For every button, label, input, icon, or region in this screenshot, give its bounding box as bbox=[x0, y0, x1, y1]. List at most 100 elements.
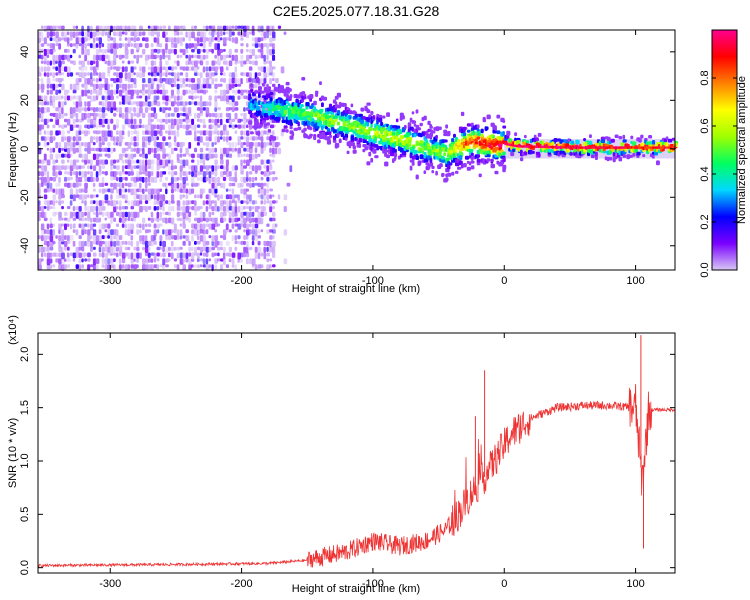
spectrogram-noise-cell bbox=[90, 31, 93, 39]
spectrogram-noise-cell bbox=[272, 159, 275, 163]
spectrogram-noise-cell bbox=[254, 136, 258, 141]
spectrogram-noise-cell bbox=[185, 171, 188, 179]
spectrogram-noise-cell bbox=[61, 229, 65, 236]
spectrogram-noise-cell bbox=[220, 200, 224, 207]
spectrogram-noise-cell bbox=[220, 240, 223, 247]
spectrogram-noise-cell bbox=[98, 78, 102, 82]
colorbar-tick-label: 0.0 bbox=[699, 262, 711, 277]
spectrogram-noise-cell bbox=[211, 176, 215, 183]
spectrogram-noise-cell bbox=[234, 194, 239, 199]
spectrogram-noise-cell bbox=[118, 136, 123, 143]
spectrogram-ridge-cell bbox=[606, 136, 611, 141]
spectrogram-noise-cell bbox=[162, 258, 166, 266]
spectrogram-noise-cell bbox=[136, 194, 140, 199]
spectrogram-noise-cell bbox=[46, 31, 50, 39]
spectrogram-noise-cell bbox=[118, 25, 123, 31]
spectrogram-noise-cell bbox=[55, 153, 59, 160]
spectrogram-ridge-cell bbox=[265, 122, 270, 126]
spectrogram-noise-cell bbox=[269, 66, 273, 74]
spectrogram-noise-cell bbox=[176, 206, 181, 211]
spectrogram-noise-cell bbox=[58, 182, 61, 187]
spectrogram-noise-cell bbox=[139, 194, 143, 201]
spectrogram-noise-cell bbox=[75, 229, 79, 236]
spectrogram-noise-cell bbox=[147, 130, 151, 136]
spectrogram-noise-cell bbox=[248, 153, 253, 161]
spectrogram-noise-cell bbox=[211, 60, 216, 66]
spectrogram-noise-cell bbox=[118, 107, 123, 114]
spectrogram-ridge-core bbox=[667, 146, 670, 149]
spectrogram-noise-cell bbox=[266, 229, 270, 234]
spectrogram-noise-cell bbox=[196, 159, 200, 166]
spectrogram-noise-cell bbox=[188, 89, 191, 94]
spectrogram-noise-cell bbox=[179, 194, 183, 200]
spectrogram-noise-cell bbox=[139, 95, 143, 99]
spectrogram-noise-cell bbox=[38, 217, 41, 222]
spectrogram-noise-cell bbox=[130, 229, 134, 235]
spectrogram-ridge-cell bbox=[336, 132, 340, 138]
spectrogram-noise-cell bbox=[124, 112, 129, 120]
spectrogram-noise-cell bbox=[274, 223, 278, 228]
spectrogram-noise-cell bbox=[170, 165, 174, 171]
spectrogram-ridge-cells bbox=[248, 76, 679, 183]
spectrogram-ridge-cell bbox=[250, 131, 254, 135]
spectrogram-noise-cell bbox=[156, 31, 160, 38]
spectrogram-noise-cell bbox=[153, 101, 157, 106]
spectrogram-noise-cell bbox=[127, 72, 131, 79]
spectrogram-noise-cell bbox=[182, 83, 186, 88]
spectrogram-noise-cell bbox=[234, 240, 238, 245]
spectrogram-noise-cell bbox=[127, 182, 132, 188]
spectrogram-noise-cell bbox=[95, 258, 100, 264]
spectrogram-noise-cell bbox=[225, 89, 230, 95]
spectrogram-noise-cell bbox=[121, 206, 126, 210]
spectrogram-noise-cell bbox=[92, 43, 96, 49]
spectrogram-noise-cell bbox=[248, 229, 252, 235]
spectrogram-noise-cell bbox=[118, 130, 123, 137]
spectrogram-noise-cell bbox=[40, 37, 44, 42]
spectrogram-noise-cell bbox=[121, 89, 125, 93]
spectrogram-noise-cell bbox=[188, 142, 192, 149]
spectrogram-noise-cell bbox=[162, 182, 166, 187]
spectrogram-noise-cell bbox=[228, 54, 232, 58]
spectrogram-noise-cell bbox=[246, 147, 250, 152]
spectrogram-noise-cell bbox=[64, 258, 67, 262]
spectrogram-noise-cell bbox=[243, 188, 247, 195]
spectrogram-ridge-cell bbox=[441, 173, 444, 178]
spectrogram-noise-cell bbox=[214, 43, 218, 51]
spectrogram-noise-cell bbox=[205, 252, 209, 258]
spectrogram-noise-cell bbox=[194, 171, 198, 178]
spectrogram-noise-cell bbox=[78, 147, 82, 154]
spectrogram-noise-cell bbox=[55, 83, 59, 89]
spectrogram-noise-cell bbox=[147, 147, 151, 155]
spectrogram-noise-cell bbox=[38, 118, 41, 123]
spectrogram-noise-cell bbox=[144, 54, 149, 61]
spectrogram-noise-cell bbox=[165, 142, 169, 146]
spectrogram-noise-cell bbox=[211, 37, 214, 42]
spectrogram-noise-cell bbox=[199, 194, 203, 199]
spectrogram-noise-cell bbox=[142, 206, 146, 211]
spectrogram-noise-cell bbox=[98, 206, 103, 212]
spectrogram-noise-cell bbox=[121, 66, 125, 73]
spectrogram-noise-cell bbox=[272, 235, 275, 240]
spectrogram-noise-cell bbox=[72, 124, 77, 128]
spectrogram-ridge-cell bbox=[622, 134, 626, 140]
spectrogram-noise-cell bbox=[147, 217, 151, 221]
spectrogram-noise-cell bbox=[58, 83, 62, 87]
spectrogram-noise-cell bbox=[266, 54, 269, 61]
spectrogram-ridge-cell bbox=[413, 120, 417, 124]
spectrogram-noise-cell bbox=[107, 229, 112, 236]
spectrogram-ridge-cell bbox=[301, 77, 306, 81]
spectrogram-noise-cell bbox=[266, 188, 269, 194]
spectrogram-noise-cell bbox=[185, 252, 189, 259]
spectrogram-noise-cell bbox=[254, 229, 258, 237]
spectrogram-noise-cell bbox=[95, 60, 99, 68]
spectrogram-noise-cell bbox=[214, 130, 218, 135]
spectrogram-noise-cell bbox=[162, 246, 165, 253]
spectrogram-noise-cell bbox=[208, 217, 213, 222]
spectrogram-noise-cell bbox=[191, 176, 195, 184]
spectrogram-noise-cell bbox=[52, 188, 56, 193]
spectrogram-noise-cell bbox=[263, 147, 266, 152]
spectrogram-noise-cell bbox=[205, 200, 209, 205]
spectrogram-noise-cell bbox=[52, 200, 56, 206]
spectrogram-noise-cell bbox=[173, 171, 178, 176]
spectrogram-noise-cell bbox=[81, 200, 84, 204]
